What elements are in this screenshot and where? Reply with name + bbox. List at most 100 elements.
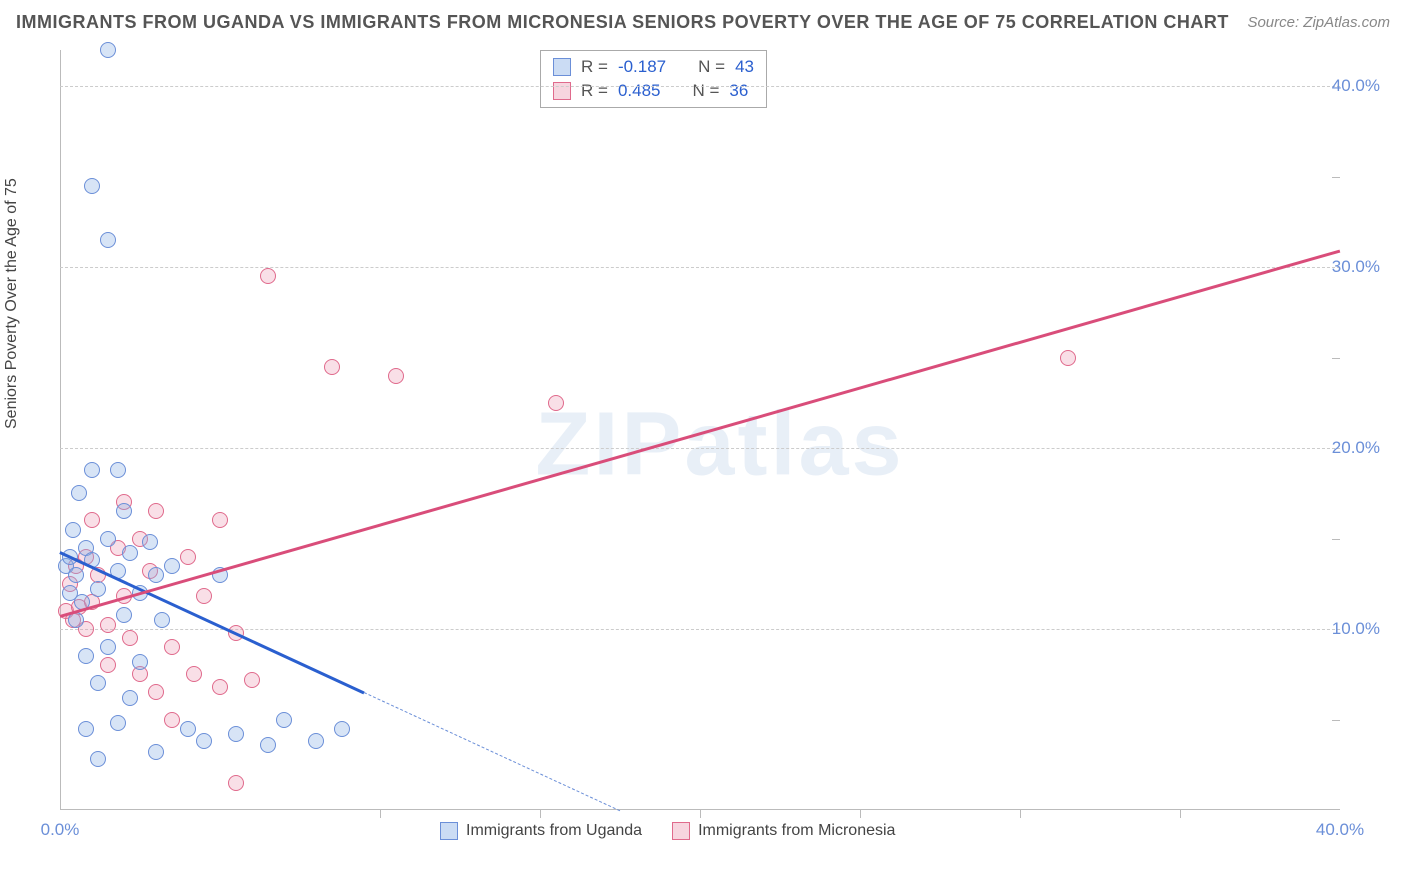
scatter-point [116,607,132,623]
scatter-point [90,581,106,597]
scatter-point [154,612,170,628]
scatter-point [100,617,116,633]
legend-stats-row-b: R = 0.485 N = 36 [553,79,754,103]
scatter-point [180,721,196,737]
scatter-point [148,744,164,760]
scatter-point [100,232,116,248]
swatch-icon [553,82,571,100]
scatter-point [334,721,350,737]
legend-item-a: Immigrants from Uganda [440,822,642,840]
scatter-point [90,751,106,767]
x-tick-mark [860,810,861,818]
n-value-a: 43 [735,57,754,77]
n-label: N = [692,81,719,101]
scatter-point [164,639,180,655]
legend-item-b: Immigrants from Micronesia [672,822,895,840]
x-tick-mark [1020,810,1021,818]
scatter-point [244,672,260,688]
scatter-point [212,512,228,528]
scatter-point [260,737,276,753]
y-tick-label: 20.0% [1332,438,1380,458]
y-tick-mark [1332,177,1340,178]
scatter-point [90,675,106,691]
regression-line [364,692,620,811]
scatter-point [228,775,244,791]
y-tick-label: 40.0% [1332,76,1380,96]
scatter-point [148,567,164,583]
scatter-point [110,462,126,478]
y-tick-label: 30.0% [1332,257,1380,277]
legend-stats: R = -0.187 N = 43 R = 0.485 N = 36 [540,50,767,108]
scatter-point [100,531,116,547]
scatter-point [308,733,324,749]
scatter-point [100,639,116,655]
scatter-point [100,42,116,58]
scatter-point [164,712,180,728]
scatter-point [148,684,164,700]
scatter-point [84,178,100,194]
scatter-point [260,268,276,284]
scatter-point [65,522,81,538]
chart-title: IMMIGRANTS FROM UGANDA VS IMMIGRANTS FRO… [16,12,1229,33]
n-value-b: 36 [729,81,748,101]
r-value-a: -0.187 [618,57,666,77]
r-value-b: 0.485 [618,81,661,101]
scatter-point [110,715,126,731]
title-bar: IMMIGRANTS FROM UGANDA VS IMMIGRANTS FRO… [16,12,1390,33]
grid-line [60,86,1340,87]
n-label: N = [698,57,725,77]
x-tick-mark [540,810,541,818]
r-label: R = [581,57,608,77]
grid-line [60,267,1340,268]
scatter-point [212,679,228,695]
scatter-point [68,567,84,583]
scatter-point [100,657,116,673]
scatter-point [1060,350,1076,366]
scatter-point [84,462,100,478]
scatter-point [142,534,158,550]
legend-label-b: Immigrants from Micronesia [698,822,895,840]
regression-line [60,249,1341,617]
scatter-point [164,558,180,574]
scatter-point [84,512,100,528]
y-tick-label: 10.0% [1332,619,1380,639]
scatter-point [186,666,202,682]
legend-series: Immigrants from Uganda Immigrants from M… [440,822,895,840]
scatter-point [548,395,564,411]
legend-stats-row-a: R = -0.187 N = 43 [553,55,754,79]
scatter-point [180,549,196,565]
watermark: ZIPatlas [535,394,904,497]
scatter-point [228,726,244,742]
y-tick-mark [1332,358,1340,359]
scatter-point [78,648,94,664]
scatter-point [122,545,138,561]
scatter-point [196,588,212,604]
chart-container: IMMIGRANTS FROM UGANDA VS IMMIGRANTS FRO… [0,0,1406,892]
grid-line [60,629,1340,630]
x-tick-mark [700,810,701,818]
scatter-point [122,690,138,706]
y-axis [60,50,61,810]
scatter-point [276,712,292,728]
grid-line [60,448,1340,449]
swatch-icon [440,822,458,840]
scatter-point [324,359,340,375]
r-label: R = [581,81,608,101]
scatter-point [116,503,132,519]
x-tick-mark [1180,810,1181,818]
swatch-icon [672,822,690,840]
scatter-point [388,368,404,384]
scatter-point [78,721,94,737]
plot-area: ZIPatlas R = -0.187 N = 43 R = 0.485 N =… [60,50,1380,840]
scatter-point [196,733,212,749]
y-tick-mark [1332,539,1340,540]
source-label: Source: ZipAtlas.com [1247,14,1390,31]
legend-label-a: Immigrants from Uganda [466,822,642,840]
scatter-point [71,485,87,501]
y-axis-label: Seniors Poverty Over the Age of 75 [3,178,21,429]
scatter-point [148,503,164,519]
x-tick-label: 40.0% [1316,820,1364,840]
scatter-point [132,654,148,670]
x-tick-mark [380,810,381,818]
y-tick-mark [1332,720,1340,721]
